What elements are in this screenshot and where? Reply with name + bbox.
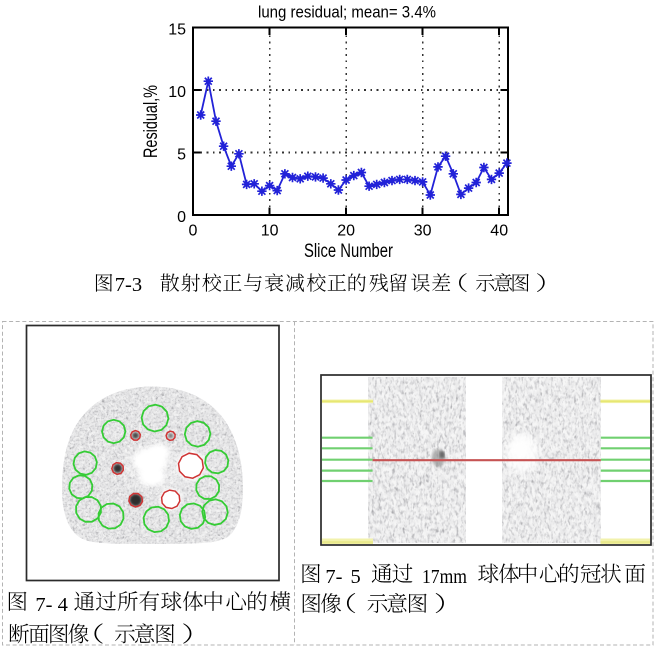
svg-text:5: 5 [177,146,186,163]
svg-text:7-: 7- [325,566,342,588]
svg-text:0: 0 [189,223,198,240]
svg-text:Residual,%: Residual,% [141,85,162,158]
svg-text:17mm: 17mm [422,566,467,588]
svg-text:5: 5 [351,566,361,588]
svg-text:10: 10 [168,84,186,101]
svg-text:7-3: 7-3 [115,274,142,296]
svg-text:15: 15 [168,21,186,38]
svg-text:40: 40 [490,223,508,240]
svg-text:20: 20 [337,223,355,240]
svg-text:7- 4: 7- 4 [35,594,67,616]
svg-text:Slice Number: Slice Number [304,241,394,262]
svg-text:10: 10 [261,223,279,240]
svg-text:30: 30 [414,223,432,240]
svg-text:lung residual; mean= 3.4%: lung residual; mean= 3.4% [258,3,436,22]
svg-text:0: 0 [177,209,186,226]
